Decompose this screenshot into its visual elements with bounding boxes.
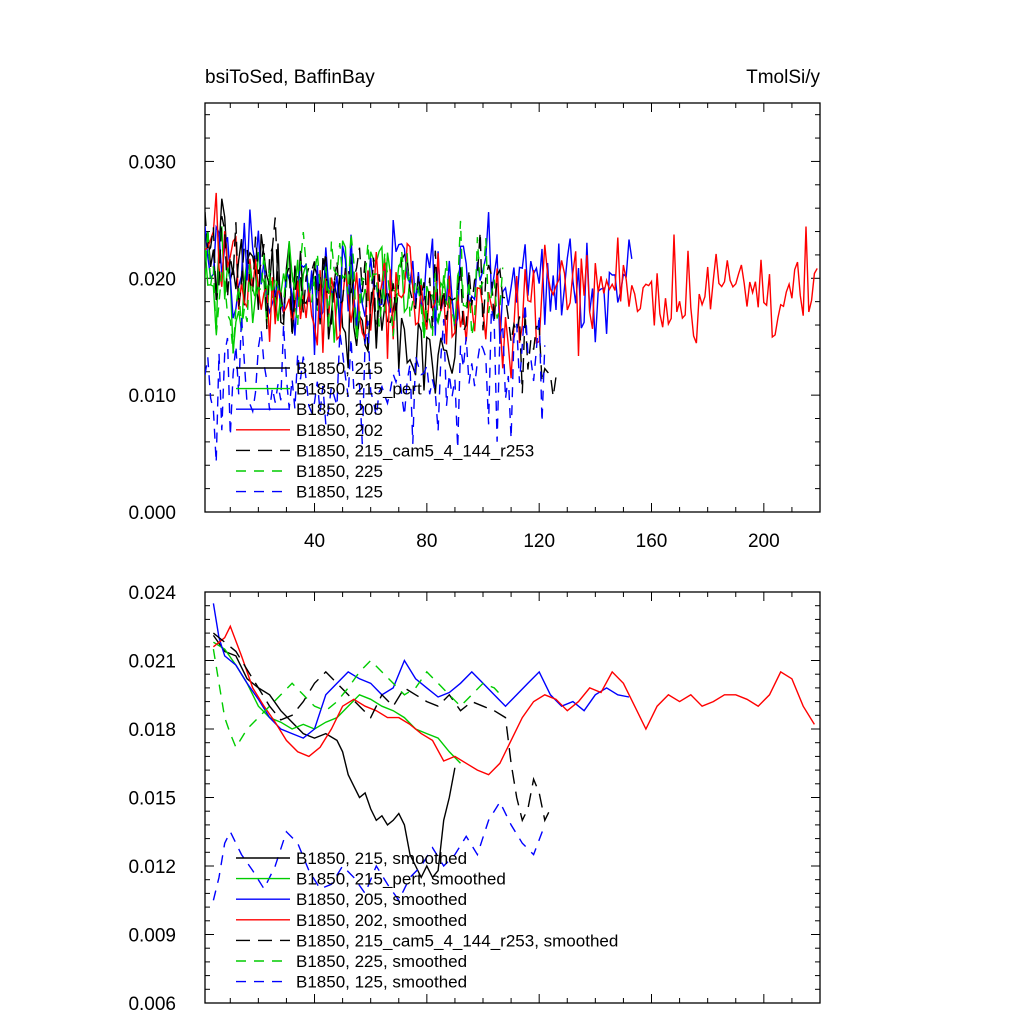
y-tick-label: 0.006: [128, 994, 176, 1015]
series-line: [212, 800, 546, 902]
chart-title-right: TmolSi/y: [746, 67, 820, 88]
x-tick-label: 160: [636, 531, 668, 552]
series-line: [205, 212, 557, 397]
x-tick-label: 200: [748, 531, 780, 552]
y-tick-label: 0.000: [128, 503, 176, 524]
series-line: [205, 192, 818, 379]
plot-frame: [204, 102, 821, 513]
series-layer: [212, 603, 815, 902]
top-panel: 40 80 120 160 200 0.000 0.010 0.020 0.030 bsiToSe…: [128, 67, 821, 552]
y-tick-label: 0.021: [128, 652, 176, 673]
series-line: [212, 624, 815, 776]
chart-title-left: bsiToSed, BaffinBay: [205, 67, 375, 88]
y-tick-label: 0.018: [128, 720, 176, 741]
series-line: [213, 641, 462, 764]
x-tick-label: 40: [304, 531, 325, 552]
y-tick-label: 0.024: [128, 583, 176, 604]
series-line: [205, 220, 504, 354]
legend-label: B1850, 202, smoothed: [296, 911, 467, 930]
series-line: [212, 603, 630, 739]
y-tick-label: 0.015: [128, 789, 176, 810]
y-tick-label: 0.012: [128, 857, 176, 878]
series-line: [205, 209, 633, 356]
legend-label: B1850, 205, smoothed: [296, 890, 467, 909]
y-tick-label: 0.020: [128, 269, 176, 290]
legend-label: B1850, 125, smoothed: [296, 973, 467, 992]
series-layer: [205, 192, 818, 463]
series-line: [212, 632, 552, 823]
series-line: [212, 648, 504, 749]
y-tick-label: 0.010: [128, 386, 176, 407]
legend-label: B1850, 215_pert, smoothed: [296, 870, 506, 889]
legend-label: B1850, 215_cam5_4_144_r253, smoothed: [296, 931, 618, 950]
legend-label: B1850, 205: [296, 400, 383, 419]
y-tick-label: 0.009: [128, 926, 176, 947]
series-line: [212, 634, 456, 879]
legend-label: B1850, 225: [296, 462, 383, 481]
legend-label: B1850, 225, smoothed: [296, 952, 467, 971]
x-tick-label: 80: [416, 531, 437, 552]
x-tick-label: 120: [523, 531, 555, 552]
y-tick-label: 0.030: [128, 152, 176, 173]
series-line: [205, 303, 546, 463]
legend-label: B1850, 215: [296, 359, 383, 378]
legend-label: B1850, 215_pert: [296, 380, 422, 399]
legend-label: B1850, 215_cam5_4_144_r253: [296, 441, 534, 460]
bottom-panel: 0.006 0.009 0.012 0.015 0.018 0.021 0.024 B1850…: [128, 583, 821, 1015]
legend-label: B1850, 125: [296, 483, 383, 502]
legend-label: B1850, 202: [296, 421, 383, 440]
legend-label: B1850, 215, smoothed: [296, 849, 467, 868]
